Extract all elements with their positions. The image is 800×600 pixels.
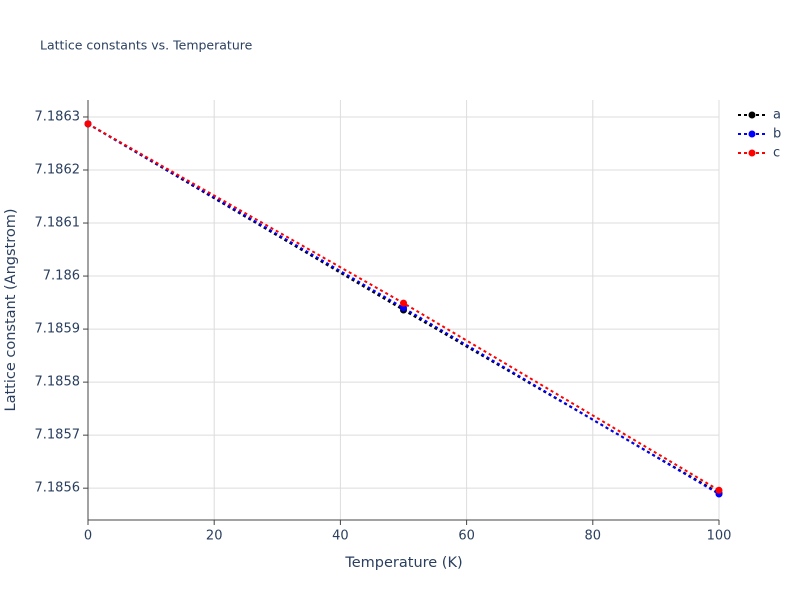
- y-tick-label: 7.1859: [35, 322, 81, 337]
- legend-label: c: [773, 146, 780, 161]
- series-line: [87, 123, 720, 495]
- marker: [400, 299, 407, 307]
- y-tick-label: 7.1858: [35, 375, 81, 390]
- x-tick-label: 60: [458, 529, 475, 544]
- x-tick-label: 40: [332, 529, 349, 544]
- marker: [84, 120, 92, 128]
- x-axis-label: Temperature (K): [344, 555, 462, 571]
- y-axis-label: Lattice constant (Angstrom): [3, 208, 19, 411]
- legend-label: b: [773, 127, 781, 142]
- legend-marker: [748, 130, 756, 138]
- y-tick-label: 7.1863: [35, 109, 81, 124]
- legend-marker: [748, 111, 756, 119]
- legend-label: a: [773, 108, 781, 123]
- y-tick-label: 7.1857: [35, 428, 81, 443]
- chart-title: Lattice constants vs. Temperature: [40, 38, 253, 53]
- y-tick-label: 7.1862: [35, 163, 81, 178]
- x-tick-label: 80: [585, 529, 602, 544]
- y-tick-label: 7.1856: [35, 481, 81, 496]
- marker: [715, 486, 723, 494]
- y-tick-label: 7.186: [43, 269, 80, 284]
- x-tick-label: 0: [84, 529, 92, 544]
- x-tick-label: 100: [707, 529, 732, 544]
- legend-marker: [748, 149, 756, 157]
- y-tick-label: 7.1861: [35, 216, 81, 231]
- x-tick-label: 20: [206, 529, 223, 544]
